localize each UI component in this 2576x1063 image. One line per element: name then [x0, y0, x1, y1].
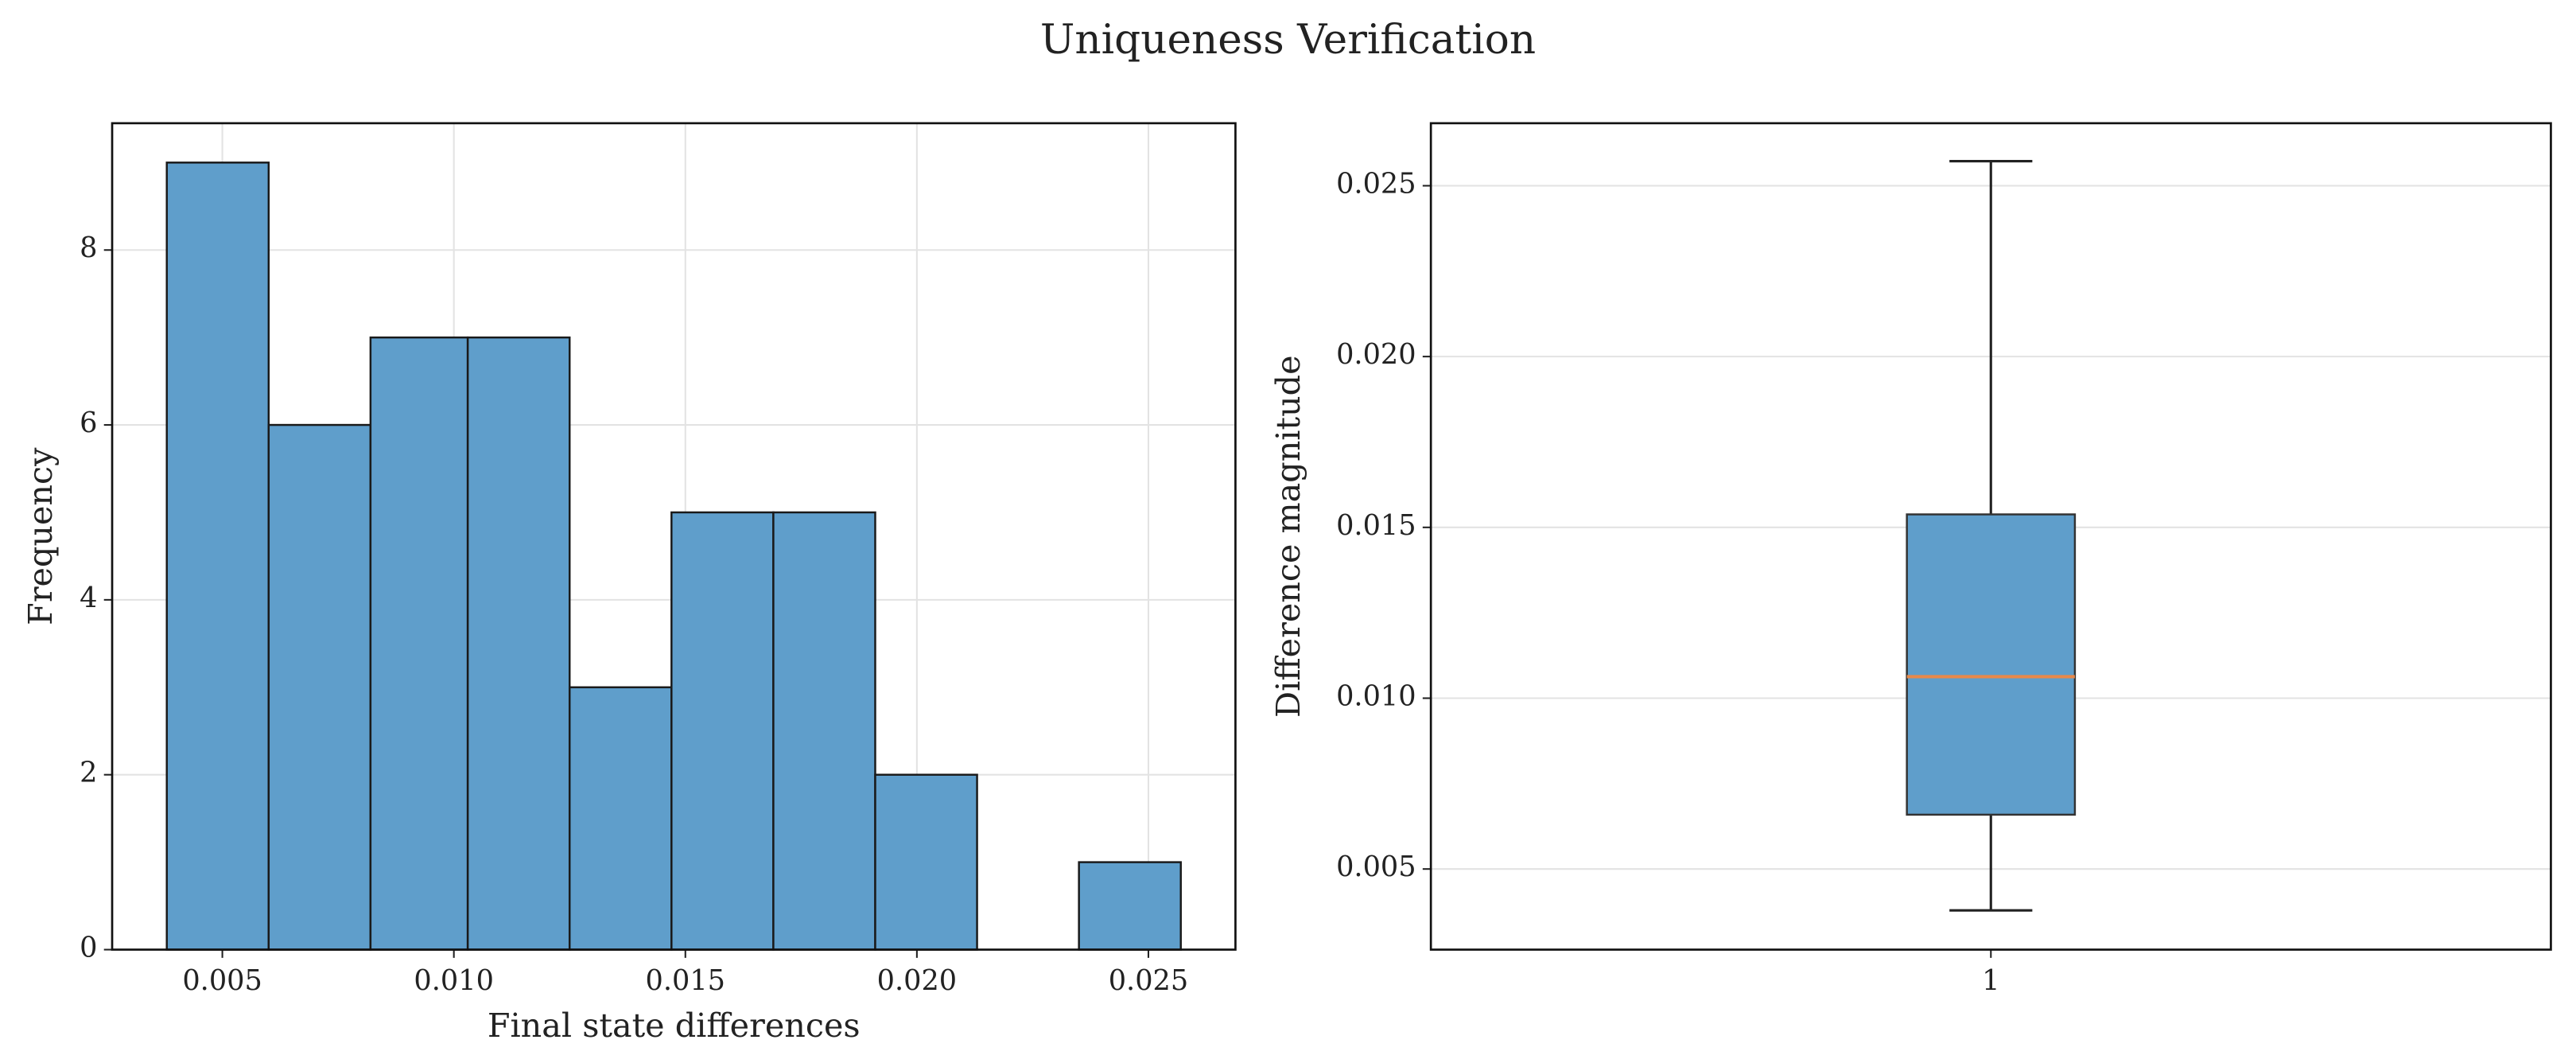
plot-frame [1429, 122, 2552, 951]
histogram-bar [568, 686, 673, 951]
y-tick-label: 0.015 [1336, 509, 1416, 542]
figure-title: Uniqueness Verification [1040, 16, 1536, 64]
histogram-bar [772, 511, 876, 951]
histogram-bar [466, 336, 571, 951]
y-tick-label: 6 [80, 407, 97, 439]
x-tick-label: 0.005 [182, 964, 262, 997]
y-tick-label: 0.020 [1336, 338, 1416, 371]
x-axis-label: Final state differences [488, 1007, 861, 1045]
x-tick-label: 0.020 [877, 964, 957, 997]
histogram-bar [267, 423, 372, 951]
y-tick-label: 8 [80, 232, 97, 264]
box [1906, 513, 2077, 816]
histogram-bar [1078, 861, 1182, 951]
histogram-bar [670, 511, 775, 951]
y-tick-label: 0.010 [1336, 680, 1416, 713]
x-tick-label: 0.010 [414, 964, 493, 997]
y-tick-label: 0.005 [1336, 851, 1416, 883]
y-tick-label: 4 [80, 582, 97, 614]
x-tick-label: 0.015 [646, 964, 725, 997]
y-axis-label: Frequency [21, 447, 60, 625]
histogram-bar [165, 162, 270, 951]
histogram-bar [369, 336, 469, 951]
x-tick-label: 0.025 [1109, 964, 1188, 997]
y-tick-label: 0.025 [1336, 167, 1416, 200]
y-axis-label: Difference magnitude [1269, 355, 1307, 718]
plot-frame [111, 122, 1237, 951]
x-tick-label: 1 [1982, 964, 1999, 997]
y-tick-label: 0 [80, 932, 97, 964]
y-tick-label: 2 [80, 757, 97, 789]
histogram-bar [874, 773, 978, 951]
